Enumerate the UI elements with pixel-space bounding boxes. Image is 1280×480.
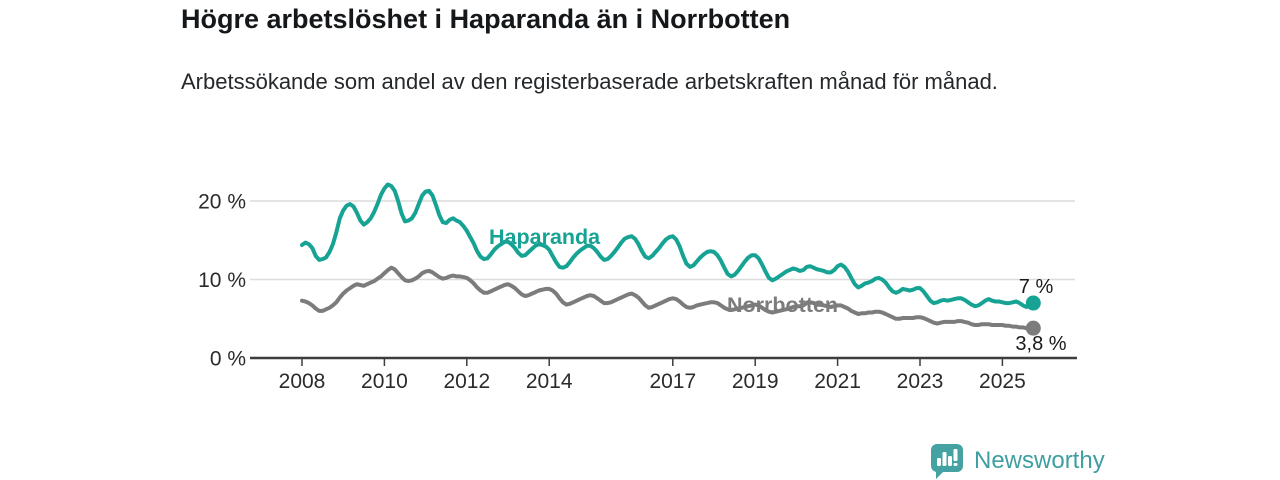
haparanda-end-dot bbox=[1025, 295, 1041, 311]
x-axis-tick-label: 2019 bbox=[732, 370, 779, 393]
x-axis-tick-label: 2012 bbox=[443, 370, 490, 393]
haparanda-series-label: Haparanda bbox=[489, 225, 601, 249]
chart-subtitle: Arbetssökande som andel av den registerb… bbox=[181, 69, 998, 94]
x-axis-tick-label: 2010 bbox=[361, 370, 408, 393]
haparanda-line bbox=[300, 182, 1036, 309]
norrbotten-line bbox=[300, 265, 1036, 331]
norrbotten-series-label: Norrbotten bbox=[727, 293, 838, 317]
newsworthy-logo: Newsworthy bbox=[930, 443, 1105, 479]
x-axis-tick-label: 2008 bbox=[279, 370, 326, 393]
x-axis-tick-label: 2023 bbox=[897, 370, 944, 393]
x-axis-tick-label: 2025 bbox=[979, 370, 1026, 393]
x-axis-tick-label: 2014 bbox=[526, 370, 573, 393]
y-axis-tick-label: 20 % bbox=[198, 191, 246, 214]
haparanda-end-value-label: 7 % bbox=[1019, 276, 1054, 298]
norrbotten-end-value-label: 3,8 % bbox=[1015, 333, 1066, 355]
norrbotten-end-dot bbox=[1025, 320, 1041, 336]
chart-title: Högre arbetslöshet i Haparanda än i Norr… bbox=[181, 4, 791, 34]
y-axis-tick-label: 10 % bbox=[198, 269, 246, 292]
x-axis-tick-label: 2017 bbox=[649, 370, 696, 393]
newsworthy-wordmark: Newsworthy bbox=[974, 447, 1105, 474]
bar-chart-speech-bubble-icon bbox=[930, 444, 963, 479]
y-axis-tick-label: 0 % bbox=[210, 348, 246, 371]
x-axis-tick-label: 2021 bbox=[814, 370, 861, 393]
